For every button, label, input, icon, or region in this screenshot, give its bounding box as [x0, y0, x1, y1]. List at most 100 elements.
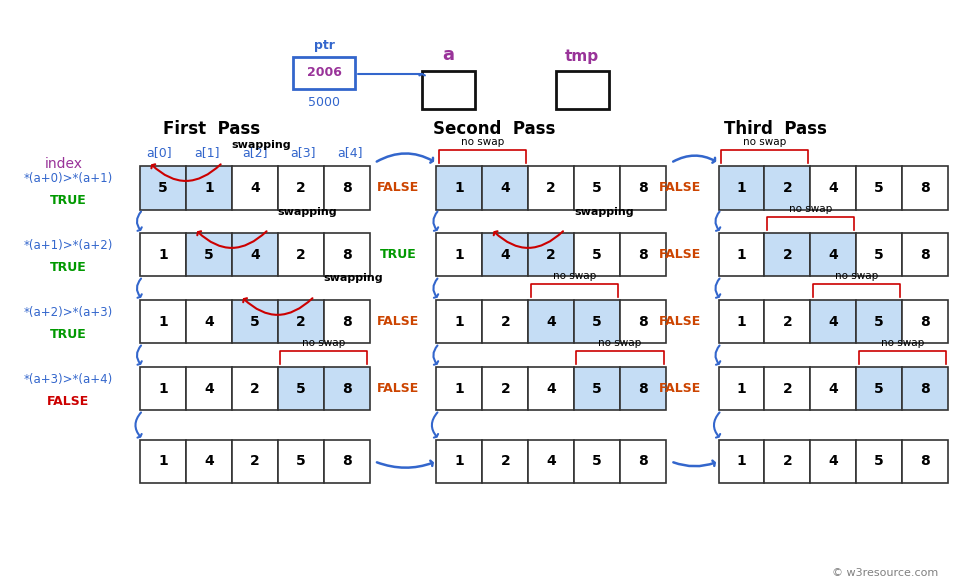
- Text: 5: 5: [250, 315, 260, 329]
- Text: 5: 5: [875, 381, 884, 395]
- Text: ptr: ptr: [314, 39, 335, 52]
- Text: FALSE: FALSE: [659, 382, 701, 395]
- Text: 4: 4: [204, 455, 214, 469]
- Text: 2: 2: [783, 381, 792, 395]
- FancyBboxPatch shape: [422, 71, 475, 109]
- FancyBboxPatch shape: [323, 233, 369, 277]
- FancyBboxPatch shape: [856, 166, 902, 209]
- FancyBboxPatch shape: [764, 439, 810, 483]
- FancyBboxPatch shape: [528, 439, 574, 483]
- FancyBboxPatch shape: [436, 233, 482, 277]
- FancyBboxPatch shape: [574, 439, 620, 483]
- FancyBboxPatch shape: [718, 166, 764, 209]
- Text: 8: 8: [921, 315, 930, 329]
- FancyBboxPatch shape: [278, 367, 323, 411]
- Text: 5: 5: [204, 247, 214, 261]
- Text: 4: 4: [547, 315, 556, 329]
- FancyBboxPatch shape: [718, 300, 764, 343]
- FancyBboxPatch shape: [574, 233, 620, 277]
- Text: TRUE: TRUE: [50, 194, 86, 207]
- Text: 2006: 2006: [307, 66, 341, 79]
- FancyBboxPatch shape: [482, 233, 528, 277]
- FancyBboxPatch shape: [856, 439, 902, 483]
- Text: 8: 8: [638, 181, 648, 195]
- FancyBboxPatch shape: [232, 233, 278, 277]
- Text: swapping: swapping: [232, 140, 292, 150]
- Text: 8: 8: [921, 181, 930, 195]
- FancyBboxPatch shape: [574, 300, 620, 343]
- Text: 2: 2: [783, 455, 792, 469]
- FancyBboxPatch shape: [528, 300, 574, 343]
- Text: 5: 5: [593, 455, 602, 469]
- FancyBboxPatch shape: [856, 367, 902, 411]
- FancyBboxPatch shape: [856, 233, 902, 277]
- FancyBboxPatch shape: [810, 166, 856, 209]
- FancyBboxPatch shape: [436, 300, 482, 343]
- FancyBboxPatch shape: [764, 367, 810, 411]
- FancyBboxPatch shape: [482, 367, 528, 411]
- FancyBboxPatch shape: [140, 166, 186, 209]
- Text: 5: 5: [593, 315, 602, 329]
- Text: 1: 1: [455, 181, 464, 195]
- Text: 1: 1: [455, 381, 464, 395]
- Text: TRUE: TRUE: [380, 248, 416, 261]
- Text: 8: 8: [341, 381, 351, 395]
- Text: 2: 2: [547, 247, 556, 261]
- Text: FALSE: FALSE: [377, 181, 419, 194]
- Text: 2: 2: [547, 181, 556, 195]
- Text: 1: 1: [455, 247, 464, 261]
- FancyBboxPatch shape: [528, 166, 574, 209]
- FancyBboxPatch shape: [902, 300, 948, 343]
- Text: 5: 5: [158, 181, 168, 195]
- FancyBboxPatch shape: [718, 367, 764, 411]
- Text: 8: 8: [341, 455, 351, 469]
- Text: 1: 1: [737, 455, 746, 469]
- FancyBboxPatch shape: [278, 439, 323, 483]
- Text: a[1]: a[1]: [195, 146, 220, 159]
- FancyBboxPatch shape: [232, 439, 278, 483]
- Text: 4: 4: [829, 315, 838, 329]
- Text: FALSE: FALSE: [659, 248, 701, 261]
- FancyBboxPatch shape: [436, 367, 482, 411]
- FancyBboxPatch shape: [810, 233, 856, 277]
- Text: 8: 8: [921, 455, 930, 469]
- Text: 4: 4: [501, 181, 510, 195]
- Text: 2006: 2006: [420, 74, 452, 87]
- Text: TRUE: TRUE: [50, 261, 86, 274]
- Text: 1: 1: [158, 247, 168, 261]
- Text: no swap: no swap: [880, 338, 924, 348]
- Text: 2: 2: [295, 181, 306, 195]
- FancyBboxPatch shape: [902, 439, 948, 483]
- FancyBboxPatch shape: [140, 233, 186, 277]
- FancyBboxPatch shape: [436, 166, 482, 209]
- Text: FALSE: FALSE: [377, 315, 419, 328]
- FancyBboxPatch shape: [574, 367, 620, 411]
- Text: no swap: no swap: [743, 137, 786, 147]
- Text: 8: 8: [638, 315, 648, 329]
- Text: *(a+1)>*(a+2): *(a+1)>*(a+2): [24, 239, 113, 252]
- Text: 8: 8: [341, 247, 351, 261]
- Text: 5000: 5000: [308, 97, 340, 109]
- Text: 4: 4: [829, 247, 838, 261]
- FancyBboxPatch shape: [278, 233, 323, 277]
- Text: 4: 4: [250, 247, 260, 261]
- Text: 1: 1: [455, 455, 464, 469]
- Text: 5: 5: [593, 181, 602, 195]
- Text: 4: 4: [829, 381, 838, 395]
- Text: 1: 1: [737, 181, 746, 195]
- Text: no swap: no swap: [834, 271, 877, 281]
- FancyBboxPatch shape: [232, 166, 278, 209]
- Text: a[0]: a[0]: [147, 146, 172, 159]
- Text: FALSE: FALSE: [659, 315, 701, 328]
- FancyBboxPatch shape: [620, 367, 666, 411]
- Text: a: a: [442, 46, 455, 64]
- FancyBboxPatch shape: [620, 439, 666, 483]
- Text: FALSE: FALSE: [47, 395, 89, 408]
- Text: swapping: swapping: [323, 273, 384, 284]
- FancyBboxPatch shape: [810, 300, 856, 343]
- Text: 2: 2: [295, 247, 306, 261]
- FancyBboxPatch shape: [436, 439, 482, 483]
- Text: 2: 2: [783, 247, 792, 261]
- Text: index: index: [44, 157, 82, 171]
- Text: 8: 8: [638, 455, 648, 469]
